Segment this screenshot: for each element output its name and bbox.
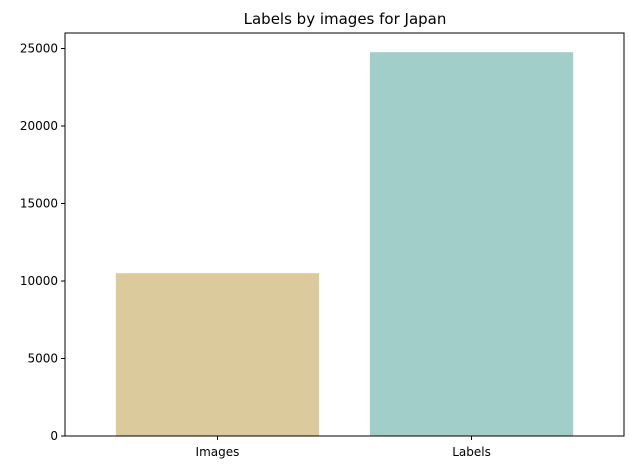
axes-layer bbox=[64, 32, 625, 437]
x-tick-label: Labels bbox=[452, 445, 491, 459]
y-tick-label: 0 bbox=[50, 429, 58, 443]
plot-frame bbox=[64, 32, 625, 437]
chart-title: Labels by images for Japan bbox=[244, 10, 447, 28]
y-tick-label: 20000 bbox=[20, 119, 58, 133]
bar-labels bbox=[369, 52, 574, 436]
y-tick-label: 5000 bbox=[27, 351, 58, 365]
y-tick-label: 25000 bbox=[20, 41, 58, 55]
y-tick-label: 10000 bbox=[20, 274, 58, 288]
bars-layer bbox=[115, 52, 574, 436]
x-tick-label: Images bbox=[196, 445, 240, 459]
ticks-layer: Images Labels 0 5000 10000 15000 20000 25000 bbox=[20, 41, 491, 459]
bar-images bbox=[115, 273, 320, 436]
y-tick-label: 15000 bbox=[20, 196, 58, 210]
